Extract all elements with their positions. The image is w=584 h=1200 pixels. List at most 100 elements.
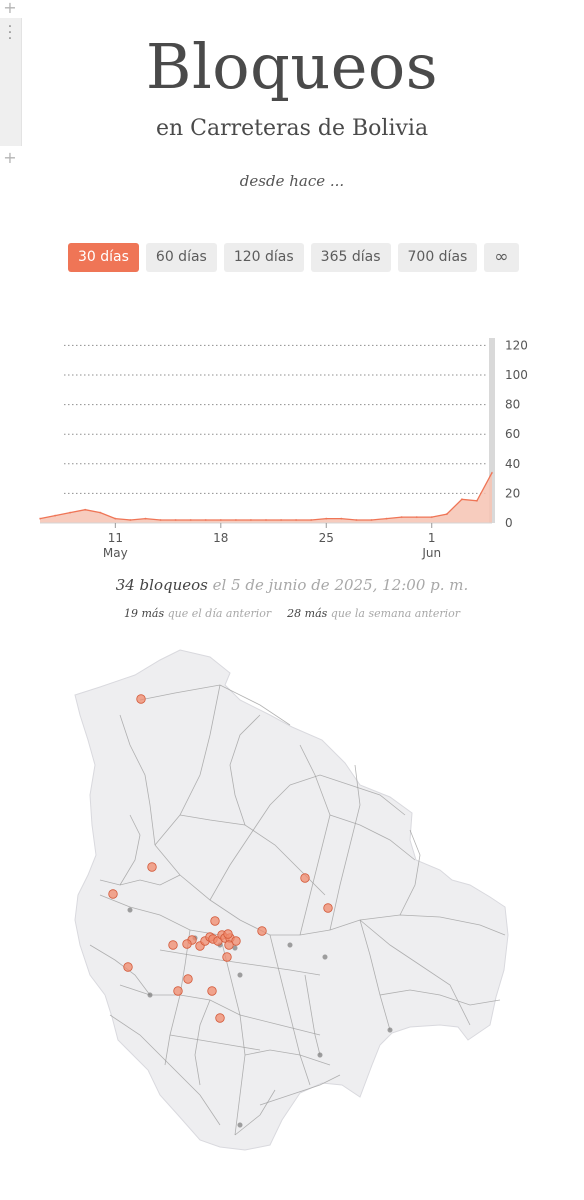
- blockade-marker[interactable]: [207, 986, 217, 996]
- road-line: [329, 814, 416, 861]
- blockade-marker[interactable]: [136, 694, 146, 704]
- data-point: [445, 513, 448, 516]
- selected-date-band: [489, 338, 495, 523]
- data-point: [460, 498, 463, 501]
- series-area: [40, 472, 492, 523]
- blockade-marker[interactable]: [108, 889, 118, 899]
- town-dot: [237, 972, 243, 978]
- data-point: [280, 519, 283, 521]
- data-point: [174, 519, 177, 521]
- road-line: [359, 919, 391, 1031]
- blockade-marker[interactable]: [300, 873, 310, 883]
- range-button-30[interactable]: 30 días: [68, 243, 139, 272]
- blockade-marker[interactable]: [257, 926, 267, 936]
- vs-week-value: 28 más: [287, 607, 328, 620]
- y-tick-label: 40: [505, 457, 520, 471]
- town-dot: [317, 1052, 323, 1058]
- data-point: [355, 519, 358, 521]
- data-point: [295, 519, 298, 521]
- data-point: [84, 508, 87, 511]
- road-line: [244, 1049, 331, 1066]
- add-block-top-icon[interactable]: +: [3, 0, 17, 17]
- blockade-marker[interactable]: [231, 936, 241, 946]
- blockade-marker[interactable]: [168, 940, 178, 950]
- x-tick-label: 25: [319, 531, 334, 545]
- road-line: [234, 1089, 276, 1136]
- x-tick-label: 11: [108, 531, 123, 545]
- blockade-markers: [108, 694, 333, 1023]
- blockade-marker[interactable]: [182, 939, 192, 949]
- blockade-marker[interactable]: [183, 974, 193, 984]
- blockade-marker[interactable]: [210, 916, 220, 926]
- data-point: [114, 517, 117, 520]
- bolivia-outline: [74, 649, 509, 1151]
- road-line: [379, 989, 501, 1006]
- current-count: 34 bloqueos: [115, 576, 208, 594]
- town-dot: [387, 1027, 393, 1033]
- data-point: [400, 516, 403, 519]
- road-line: [329, 914, 506, 936]
- block-handle-panel[interactable]: · · ·: [0, 18, 22, 146]
- series-line: [39, 472, 493, 521]
- blockade-marker[interactable]: [147, 862, 157, 872]
- data-point: [69, 511, 72, 514]
- blockade-marker[interactable]: [173, 986, 183, 996]
- road-line: [109, 1014, 221, 1126]
- range-button-700[interactable]: 700 días: [397, 243, 478, 272]
- road-line: [169, 1034, 261, 1051]
- data-point: [54, 514, 57, 517]
- road-line: [259, 1074, 341, 1106]
- data-point: [99, 511, 102, 514]
- vs-week-label: que la semana anterior: [327, 607, 460, 620]
- y-tick-label: 60: [505, 427, 520, 441]
- bolivia-blockades-map[interactable]: [60, 645, 530, 1165]
- road-line: [229, 714, 261, 826]
- data-point: [159, 519, 162, 521]
- blockade-marker[interactable]: [223, 929, 233, 939]
- add-block-bottom-icon[interactable]: +: [3, 148, 17, 167]
- data-point: [234, 519, 237, 521]
- data-point: [219, 519, 222, 521]
- current-count-summary: 34 bloqueos el 5 de junio de 2025, 12:00…: [0, 576, 584, 594]
- road-line: [194, 999, 211, 1086]
- data-point: [370, 519, 373, 521]
- comparison-summary: 19 más que el día anterior 28 más que la …: [0, 607, 584, 620]
- data-point: [249, 519, 252, 521]
- road-line: [99, 874, 181, 886]
- page-subtitle: en Carreteras de Bolivia: [155, 116, 429, 141]
- road-line: [219, 934, 246, 1136]
- blockade-marker[interactable]: [215, 1013, 225, 1023]
- data-point: [385, 517, 388, 520]
- y-tick-label: 20: [505, 486, 520, 500]
- blockade-marker[interactable]: [222, 952, 232, 962]
- road-line: [269, 934, 311, 1086]
- data-point: [39, 517, 41, 520]
- road-line: [359, 919, 471, 1026]
- blockade-marker[interactable]: [224, 940, 234, 950]
- data-point: [144, 517, 147, 520]
- y-tick-label: 0: [505, 516, 513, 530]
- town-dot: [127, 907, 133, 913]
- road-line: [119, 814, 141, 886]
- road-line: [209, 784, 291, 901]
- blockade-marker[interactable]: [123, 962, 133, 972]
- range-button-60[interactable]: 60 días: [145, 243, 217, 272]
- data-point: [415, 516, 418, 519]
- data-point: [310, 519, 313, 521]
- data-point: [189, 519, 192, 521]
- range-button-365[interactable]: 365 días: [310, 243, 391, 272]
- data-point: [204, 519, 207, 521]
- range-button-120[interactable]: 120 días: [223, 243, 304, 272]
- current-date: el 5 de junio de 2025, 12:00 p. m.: [207, 576, 469, 594]
- drag-handle-icon[interactable]: · · ·: [7, 19, 13, 47]
- x-tick-label: 18: [213, 531, 228, 545]
- since-label: desde hace ...: [239, 172, 345, 190]
- town-dot: [237, 1122, 243, 1128]
- blockade-marker[interactable]: [323, 903, 333, 913]
- data-point: [325, 517, 328, 520]
- road-line: [99, 894, 221, 936]
- town-dot: [287, 942, 293, 948]
- road-line: [299, 744, 331, 936]
- range-button-all[interactable]: ∞: [484, 243, 519, 272]
